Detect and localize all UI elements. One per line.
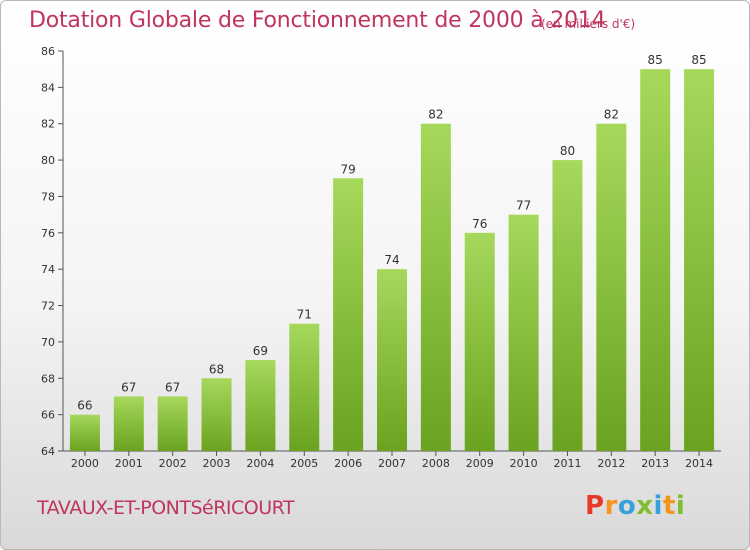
bar: [333, 178, 364, 452]
y-tick-label: 70: [41, 336, 55, 349]
x-tick-label: 2007: [378, 457, 406, 470]
x-tick-label: 2002: [159, 457, 187, 470]
x-tick-label: 2013: [641, 457, 669, 470]
x-tick-label: 2005: [290, 457, 318, 470]
proxiti-logo: Proxiti: [585, 491, 685, 521]
bar: [464, 232, 495, 451]
bar: [69, 414, 100, 451]
bar: [596, 123, 627, 452]
y-tick-label: 64: [41, 445, 55, 458]
bar: [113, 396, 144, 451]
bar: [684, 69, 715, 451]
bar: [289, 323, 320, 451]
data-label: 85: [648, 53, 663, 67]
bar: [201, 378, 232, 451]
bars: [69, 69, 715, 452]
y-tick-label: 82: [41, 118, 55, 131]
bar: [157, 396, 188, 451]
x-tick-label: 2000: [71, 457, 99, 470]
x-tick-label: 2012: [597, 457, 625, 470]
y-tick-label: 72: [41, 300, 55, 313]
y-tick-label: 86: [41, 45, 55, 58]
y-tick-label: 78: [41, 190, 55, 203]
logo-letter: t: [662, 491, 676, 521]
data-label: 85: [691, 53, 706, 67]
y-tick-label: 68: [41, 372, 55, 385]
data-label: 69: [253, 344, 268, 358]
x-tick-label: 2010: [510, 457, 538, 470]
x-tick-label: 2004: [246, 457, 274, 470]
logo-letter: i: [653, 491, 663, 521]
data-labels: 66 67 67 68 69 71 79 74 82 76 77 80 82 85 85: [77, 53, 706, 412]
logo-letter: o: [617, 491, 637, 521]
x-tick-label: 2006: [334, 457, 362, 470]
x-tick-label: 2003: [203, 457, 231, 470]
logo-letter: x: [636, 491, 654, 521]
data-label: 77: [516, 199, 531, 213]
logo-letter: r: [604, 491, 618, 521]
data-label: 71: [297, 308, 312, 322]
data-label: 82: [604, 108, 619, 122]
chart-title: Dotation Globale de Fonctionnement de 20…: [29, 8, 606, 33]
y-tick-label: 84: [41, 81, 55, 94]
data-label: 67: [165, 380, 180, 394]
bar: [508, 214, 539, 451]
data-label: 82: [428, 108, 443, 122]
axes: 64 66 68 70 72 74 76 78 80 82 84 86 2000 2001 2002 2003…: [41, 45, 721, 470]
data-label: 80: [560, 144, 575, 158]
x-tick-label: 2009: [466, 457, 494, 470]
y-tick-label: 76: [41, 227, 55, 240]
bar: [640, 69, 671, 451]
x-tick-label: 2014: [685, 457, 713, 470]
bar: [420, 123, 451, 452]
data-label: 67: [121, 380, 136, 394]
logo-letter: i: [675, 491, 686, 521]
chart-subtitle: (en milliers d'€): [541, 17, 636, 31]
data-label: 79: [340, 162, 355, 176]
municipality-name: TAVAUX-ET-PONTSéRICOURT: [37, 497, 295, 519]
bar: [552, 160, 583, 451]
data-label: 74: [384, 253, 399, 267]
x-tick-label: 2008: [422, 457, 450, 470]
data-label: 76: [472, 217, 487, 231]
logo-letter: P: [585, 491, 605, 521]
data-label: 66: [77, 399, 92, 413]
data-label: 68: [209, 362, 224, 376]
bar: [377, 269, 407, 451]
y-tick-label: 80: [41, 154, 55, 167]
y-tick-label: 74: [41, 263, 55, 276]
y-tick-label: 66: [41, 409, 55, 422]
bar: [245, 360, 276, 451]
x-tick-label: 2001: [115, 457, 143, 470]
x-tick-label: 2011: [553, 457, 581, 470]
